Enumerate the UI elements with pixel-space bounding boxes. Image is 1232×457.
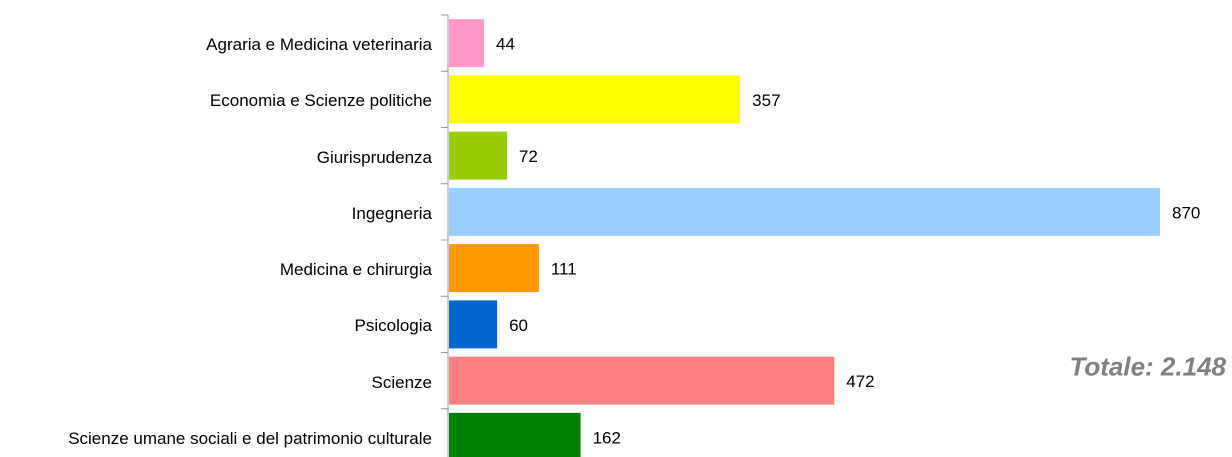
category-label-box: Economia e Scienze politiche — [0, 91, 432, 111]
value-label: 72 — [519, 147, 538, 166]
bar — [449, 75, 741, 124]
category-label-box: Scienze umane sociali e del patrimonio c… — [0, 429, 432, 449]
category-label-box: Giurisprudenza — [0, 148, 432, 168]
bar — [449, 187, 1160, 236]
category-label: Scienze umane sociali e del patrimonio c… — [68, 428, 432, 448]
category-label: Economia e Scienze politiche — [209, 91, 432, 111]
category-label-box: Agraria e Medicina veterinaria — [0, 35, 432, 55]
category-label: Agraria e Medicina veterinaria — [206, 35, 432, 55]
category-label: Ingegneria — [351, 203, 432, 223]
category-label: Medicina e chirurgia — [279, 260, 432, 280]
value-label: 472 — [846, 372, 874, 391]
value-label: 44 — [496, 35, 515, 54]
value-label: 60 — [509, 316, 528, 335]
value-label: 870 — [1172, 203, 1200, 222]
category-label: Psicologia — [354, 316, 433, 336]
bar — [449, 300, 498, 349]
bar — [449, 131, 507, 180]
value-label: 357 — [752, 91, 780, 110]
value-label: 111 — [551, 260, 577, 279]
annotation: Totale: 2.148 — [1069, 351, 1226, 382]
bar — [449, 412, 581, 457]
category-label-box: Psicologia — [0, 316, 433, 336]
category-label: Giurisprudenza — [316, 147, 432, 167]
bar — [449, 19, 485, 68]
bar — [449, 356, 835, 405]
category-label: Scienze — [371, 372, 432, 392]
category-label-box: Medicina e chirurgia — [0, 260, 432, 280]
value-label: 162 — [593, 428, 621, 447]
category-label-box: Ingegneria — [0, 204, 432, 224]
category-label-box: Scienze — [0, 373, 432, 393]
bar — [449, 244, 539, 293]
